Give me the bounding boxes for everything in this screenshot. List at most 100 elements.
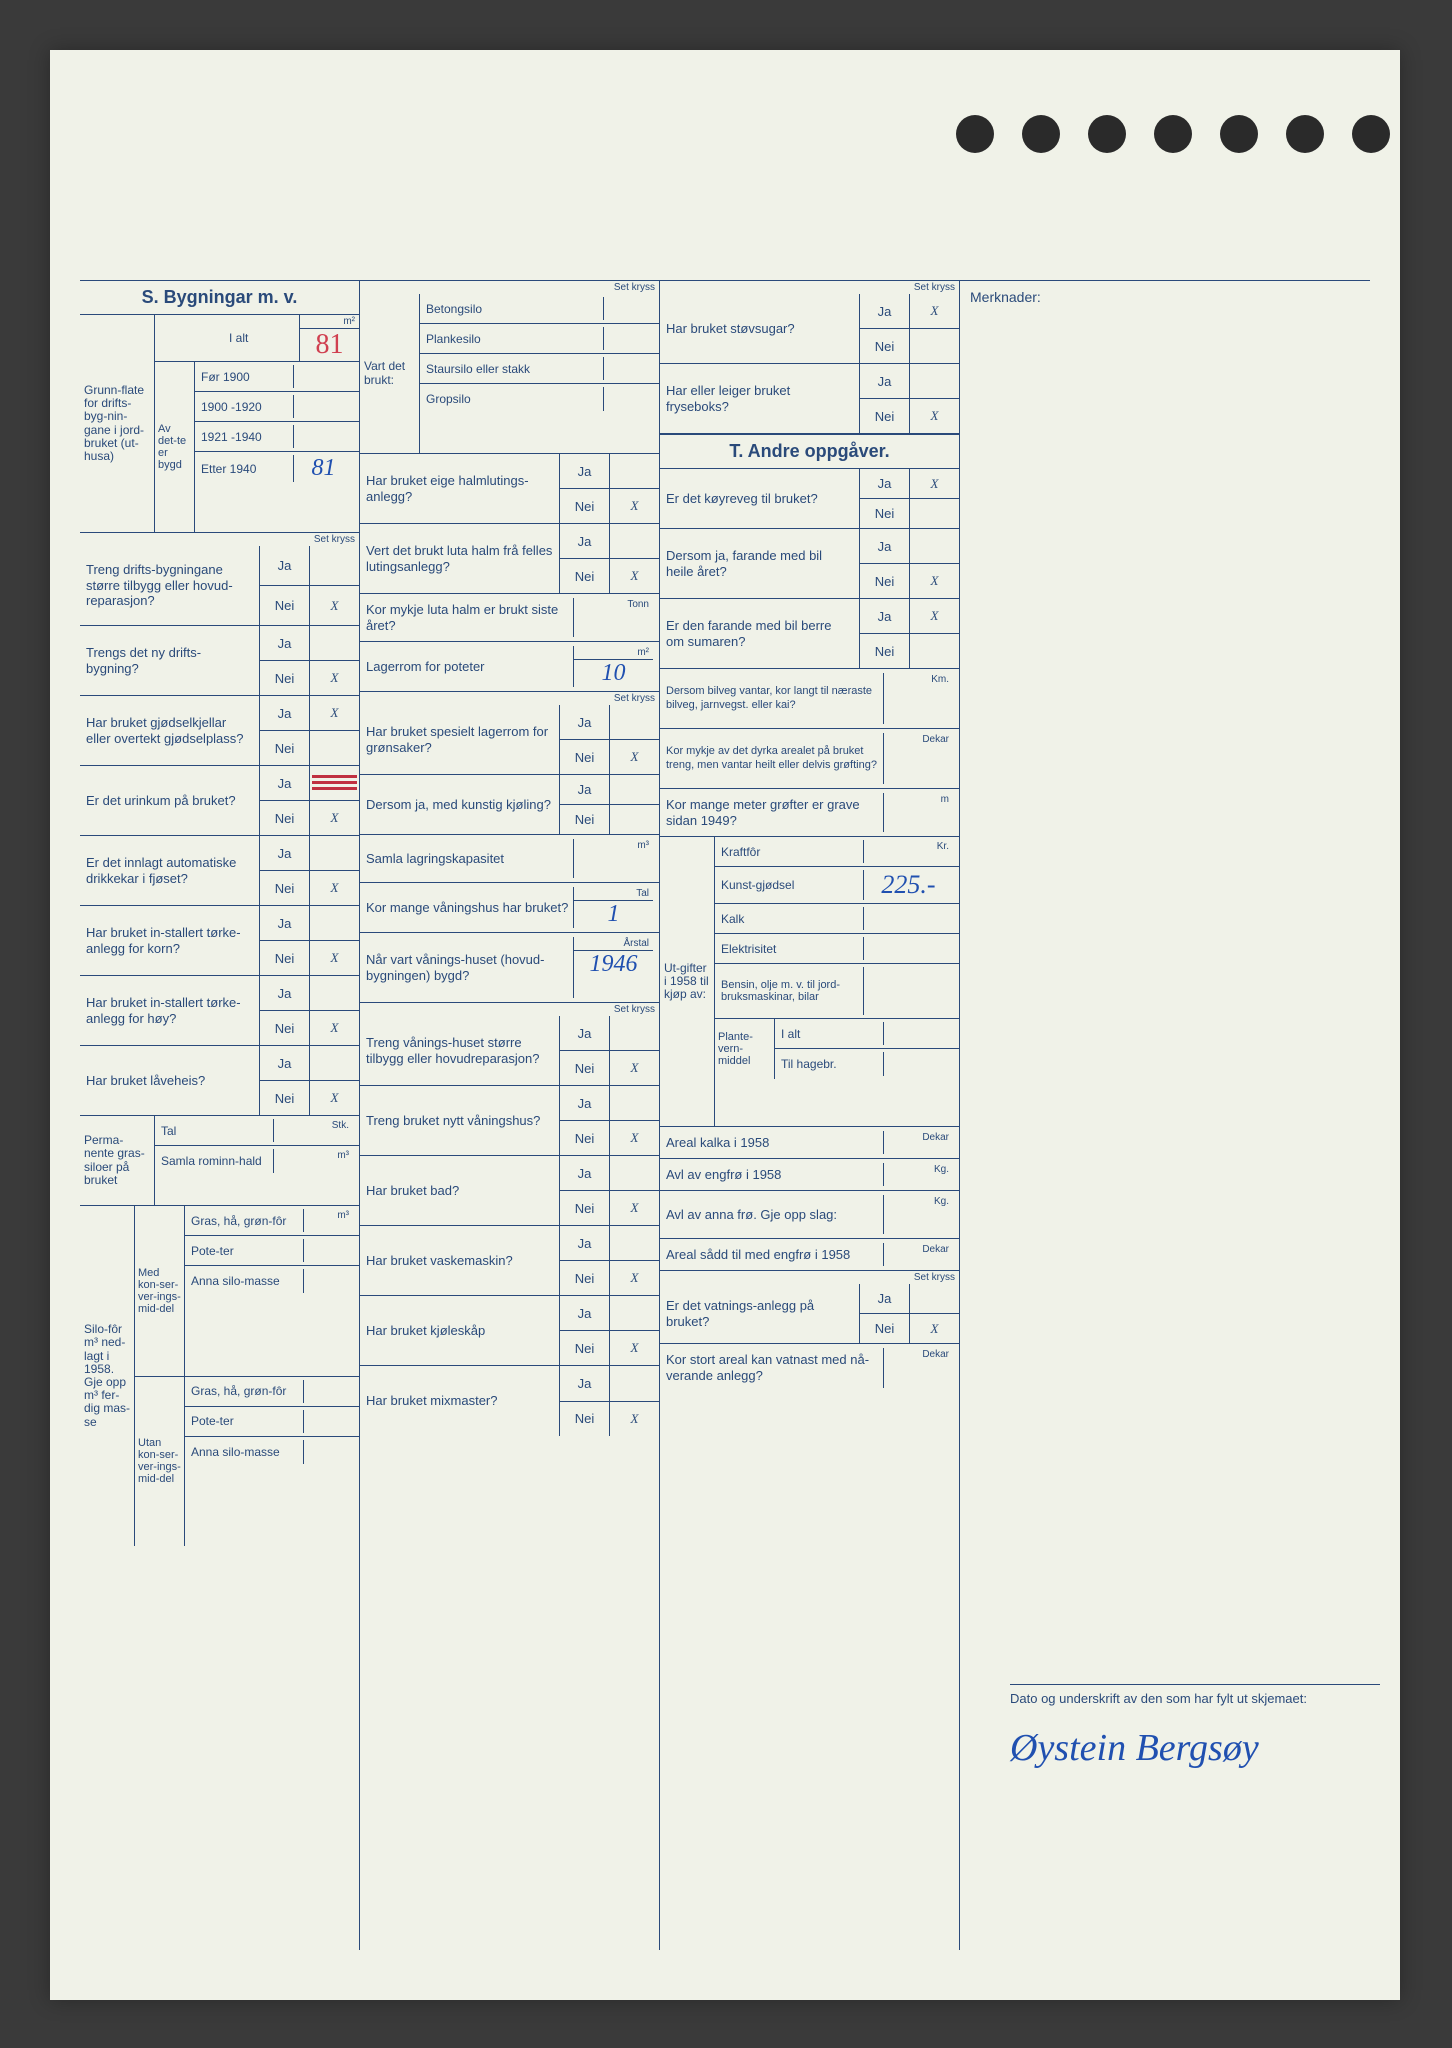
torke-korn-nei: X xyxy=(310,941,359,975)
grofter-q: Kor mange meter grøfter er grave sidan 1… xyxy=(666,797,883,828)
vaningshus-tal-val: 1 xyxy=(574,901,653,928)
column-1: S. Bygningar m. v. Grunn-flate for drift… xyxy=(80,280,360,1950)
treng-drifts-nei: X xyxy=(310,586,359,625)
avl-engfro-row: Avl av engfrø i 1958 Kg. xyxy=(660,1159,959,1191)
staursilo-label: Staursilo eller stakk xyxy=(426,362,603,376)
halmlutings-q: Har bruket eige halmlutings-anlegg? xyxy=(360,454,559,523)
kalk-label: Kalk xyxy=(721,912,863,926)
set-kryss-2: Set kryss xyxy=(360,280,659,294)
areal-sadd-row: Areal sådd til med engfrø i 1958 Dekar xyxy=(660,1239,959,1271)
halmlutings-nei: X xyxy=(610,489,659,523)
kunstgjodsel-val: 225.- xyxy=(863,870,953,900)
bilveg-vantar-row: Dersom bilveg vantar, kor langt til næra… xyxy=(660,669,959,729)
vart-brukt-block: Vart det brukt: Betongsilo Plankesilo St… xyxy=(360,294,659,454)
urinkum-q: Er det urinkum på bruket? xyxy=(80,766,259,835)
urinkum-row: Er det urinkum på bruket? JaNei X xyxy=(80,766,359,836)
etter1940-value: 81 xyxy=(293,455,353,482)
vaskemaskin-row: Har bruket vaskemaskin? JaNei X xyxy=(360,1226,659,1296)
vaskemaskin-q: Har bruket vaskemaskin? xyxy=(360,1226,559,1295)
med-kons-label: Med kon-ser-ver-ings-mid-del xyxy=(135,1206,185,1376)
kunstig-kjoling-q: Dersom ja, med kunstig kjøling? xyxy=(360,775,559,834)
column-2: Set kryss Vart det brukt: Betongsilo Pla… xyxy=(360,280,660,1950)
gropsilo-label: Gropsilo xyxy=(426,392,603,406)
avl-engfro-q: Avl av engfrø i 1958 xyxy=(666,1167,883,1183)
signature-value: Øystein Bergsøy xyxy=(1010,1726,1380,1770)
drikkekar-q: Er det innlagt automatiske drikkekar i f… xyxy=(80,836,259,905)
urinkum-nei: X xyxy=(310,801,359,835)
av-dette-label: Av det-te er bygd xyxy=(155,362,195,532)
treng-nytt-row: Treng bruket nytt våningshus? JaNei X xyxy=(360,1086,659,1156)
laveheis-row: Har bruket låveheis? JaNei X xyxy=(80,1046,359,1116)
dyrka-areal-row: Kor mykje av det dyrka arealet på bruket… xyxy=(660,729,959,789)
1900-1920-label: 1900 -1920 xyxy=(201,400,293,414)
vaningshus-bygd-val: 1946 xyxy=(574,951,653,978)
bil-heile-row: Dersom ja, farande med bil heile året? J… xyxy=(660,529,959,599)
grassiloer-label: Perma-nente gras-siloer på bruket xyxy=(80,1116,155,1205)
luta-halm-row: Vert det brukt luta halm frå felles luti… xyxy=(360,524,659,594)
signature-box: Dato og underskrift av den som har fylt … xyxy=(1010,1684,1380,1770)
bensin-label: Bensin, olje m. v. til jord-bruksmaskina… xyxy=(721,979,863,1003)
utgifter-block: Ut-gifter i 1958 til kjøp av: KraftfôrKr… xyxy=(660,837,959,1127)
grofter-row: Kor mange meter grøfter er grave sidan 1… xyxy=(660,789,959,837)
etter1940-label: Etter 1940 xyxy=(201,462,293,476)
bilveg-vantar-q: Dersom bilveg vantar, kor langt til næra… xyxy=(666,685,883,711)
plankesilo-label: Plankesilo xyxy=(426,332,603,346)
kunstig-kjoling-row: Dersom ja, med kunstig kjøling? JaNei xyxy=(360,775,659,835)
fryseboks-q: Har eller leiger bruket fryseboks? xyxy=(660,364,859,433)
samla-lagring-q: Samla lagringskapasitet xyxy=(366,851,573,867)
lagerrom-pot-val: 10 xyxy=(574,660,653,687)
mixmaster-nei: X xyxy=(610,1402,659,1437)
lagerrom-gron-q: Har bruket spesielt lagerrom for grønsak… xyxy=(360,705,559,774)
avl-anna-row: Avl av anna frø. Gje opp slag: Kg. xyxy=(660,1191,959,1239)
vaningshus-tal-q: Kor mange våningshus har bruket? xyxy=(366,900,573,916)
form-page: S. Bygningar m. v. Grunn-flate for drift… xyxy=(50,50,1400,2000)
section-s-header: S. Bygningar m. v. xyxy=(80,280,359,315)
areal-sadd-q: Areal sådd til med engfrø i 1958 xyxy=(666,1247,883,1263)
stovsugar-ja: X xyxy=(910,294,959,329)
betongsilo-label: Betongsilo xyxy=(426,302,603,316)
treng-vaning-row: Treng vånings-huset større tilbygg eller… xyxy=(360,1016,659,1086)
kjoleskap-q: Har bruket kjøleskåp xyxy=(360,1296,559,1365)
samla-lagring-row: Samla lagringskapasitet m³ xyxy=(360,835,659,883)
lagerrom-gron-row: Har bruket spesielt lagerrom for grønsak… xyxy=(360,705,659,775)
kraftfor-label: Kraftfôr xyxy=(721,845,863,859)
torke-hoy-row: Har bruket in-stallert tørke-anlegg for … xyxy=(80,976,359,1046)
urinkum-ja-struck xyxy=(310,766,359,801)
luta-halm-q: Vert det brukt luta halm frå felles luti… xyxy=(360,524,559,593)
treng-vaning-q: Treng vånings-huset større tilbygg eller… xyxy=(360,1016,559,1085)
fryseboks-nei: X xyxy=(910,399,959,433)
m2-unit: m² xyxy=(300,315,359,329)
gjodsel-row: Har bruket gjødselkjellar eller overtekt… xyxy=(80,696,359,766)
gjodsel-q: Har bruket gjødselkjellar eller overtekt… xyxy=(80,696,259,765)
kor-stort-vatn-row: Kor stort areal kan vatnast med nå-veran… xyxy=(660,1344,959,1392)
lagerrom-gron-nei: X xyxy=(610,740,659,774)
silofor-block: Silo-fôr m³ ned-lagt i 1958. Gje opp m³ … xyxy=(80,1206,359,1546)
bil-heile-nei: X xyxy=(910,564,959,598)
mixmaster-row: Har bruket mixmaster? JaNei X xyxy=(360,1366,659,1436)
set-kryss-1: Set kryss xyxy=(80,533,359,546)
bil-sumar-q: Er den farande med bil berre om sumaren? xyxy=(660,599,859,668)
torke-hoy-q: Har bruket in-stallert tørke-anlegg for … xyxy=(80,976,259,1045)
vatning-nei: X xyxy=(910,1314,959,1343)
ialt-label: I alt xyxy=(229,331,299,345)
trengs-ny-nei: X xyxy=(310,661,359,695)
koyreveg-q: Er det køyreveg til bruket? xyxy=(660,469,859,528)
torke-korn-row: Har bruket in-stallert tørke-anlegg for … xyxy=(80,906,359,976)
laveheis-q: Har bruket låveheis? xyxy=(80,1046,259,1115)
kor-stort-vatn-q: Kor stort areal kan vatnast med nå-veran… xyxy=(666,1352,883,1383)
treng-nytt-q: Treng bruket nytt våningshus? xyxy=(360,1086,559,1155)
trengs-ny-q: Trengs det ny drifts-bygning? xyxy=(80,626,259,695)
drikkekar-nei: X xyxy=(310,871,359,905)
kjoleskap-row: Har bruket kjøleskåp JaNei X xyxy=(360,1296,659,1366)
vatning-q: Er det vatnings-anlegg på bruket? xyxy=(660,1284,859,1343)
elektrisitet-label: Elektrisitet xyxy=(721,942,863,956)
treng-drifts-q: Treng drifts-bygningane større tilbygg e… xyxy=(80,546,259,625)
samla-rom-label: Samla rominn-hald xyxy=(161,1154,273,1168)
1921-1940-label: 1921 -1940 xyxy=(201,430,293,444)
bil-sumar-ja: X xyxy=(910,599,959,634)
section-t-header: T. Andre oppgåver. xyxy=(660,434,959,469)
bil-heile-q: Dersom ja, farande med bil heile året? xyxy=(660,529,859,598)
laveheis-nei: X xyxy=(310,1081,359,1115)
koyreveg-row: Er det køyreveg til bruket? JaNei X xyxy=(660,469,959,529)
halmlutings-row: Har bruket eige halmlutings-anlegg? JaNe… xyxy=(360,454,659,524)
